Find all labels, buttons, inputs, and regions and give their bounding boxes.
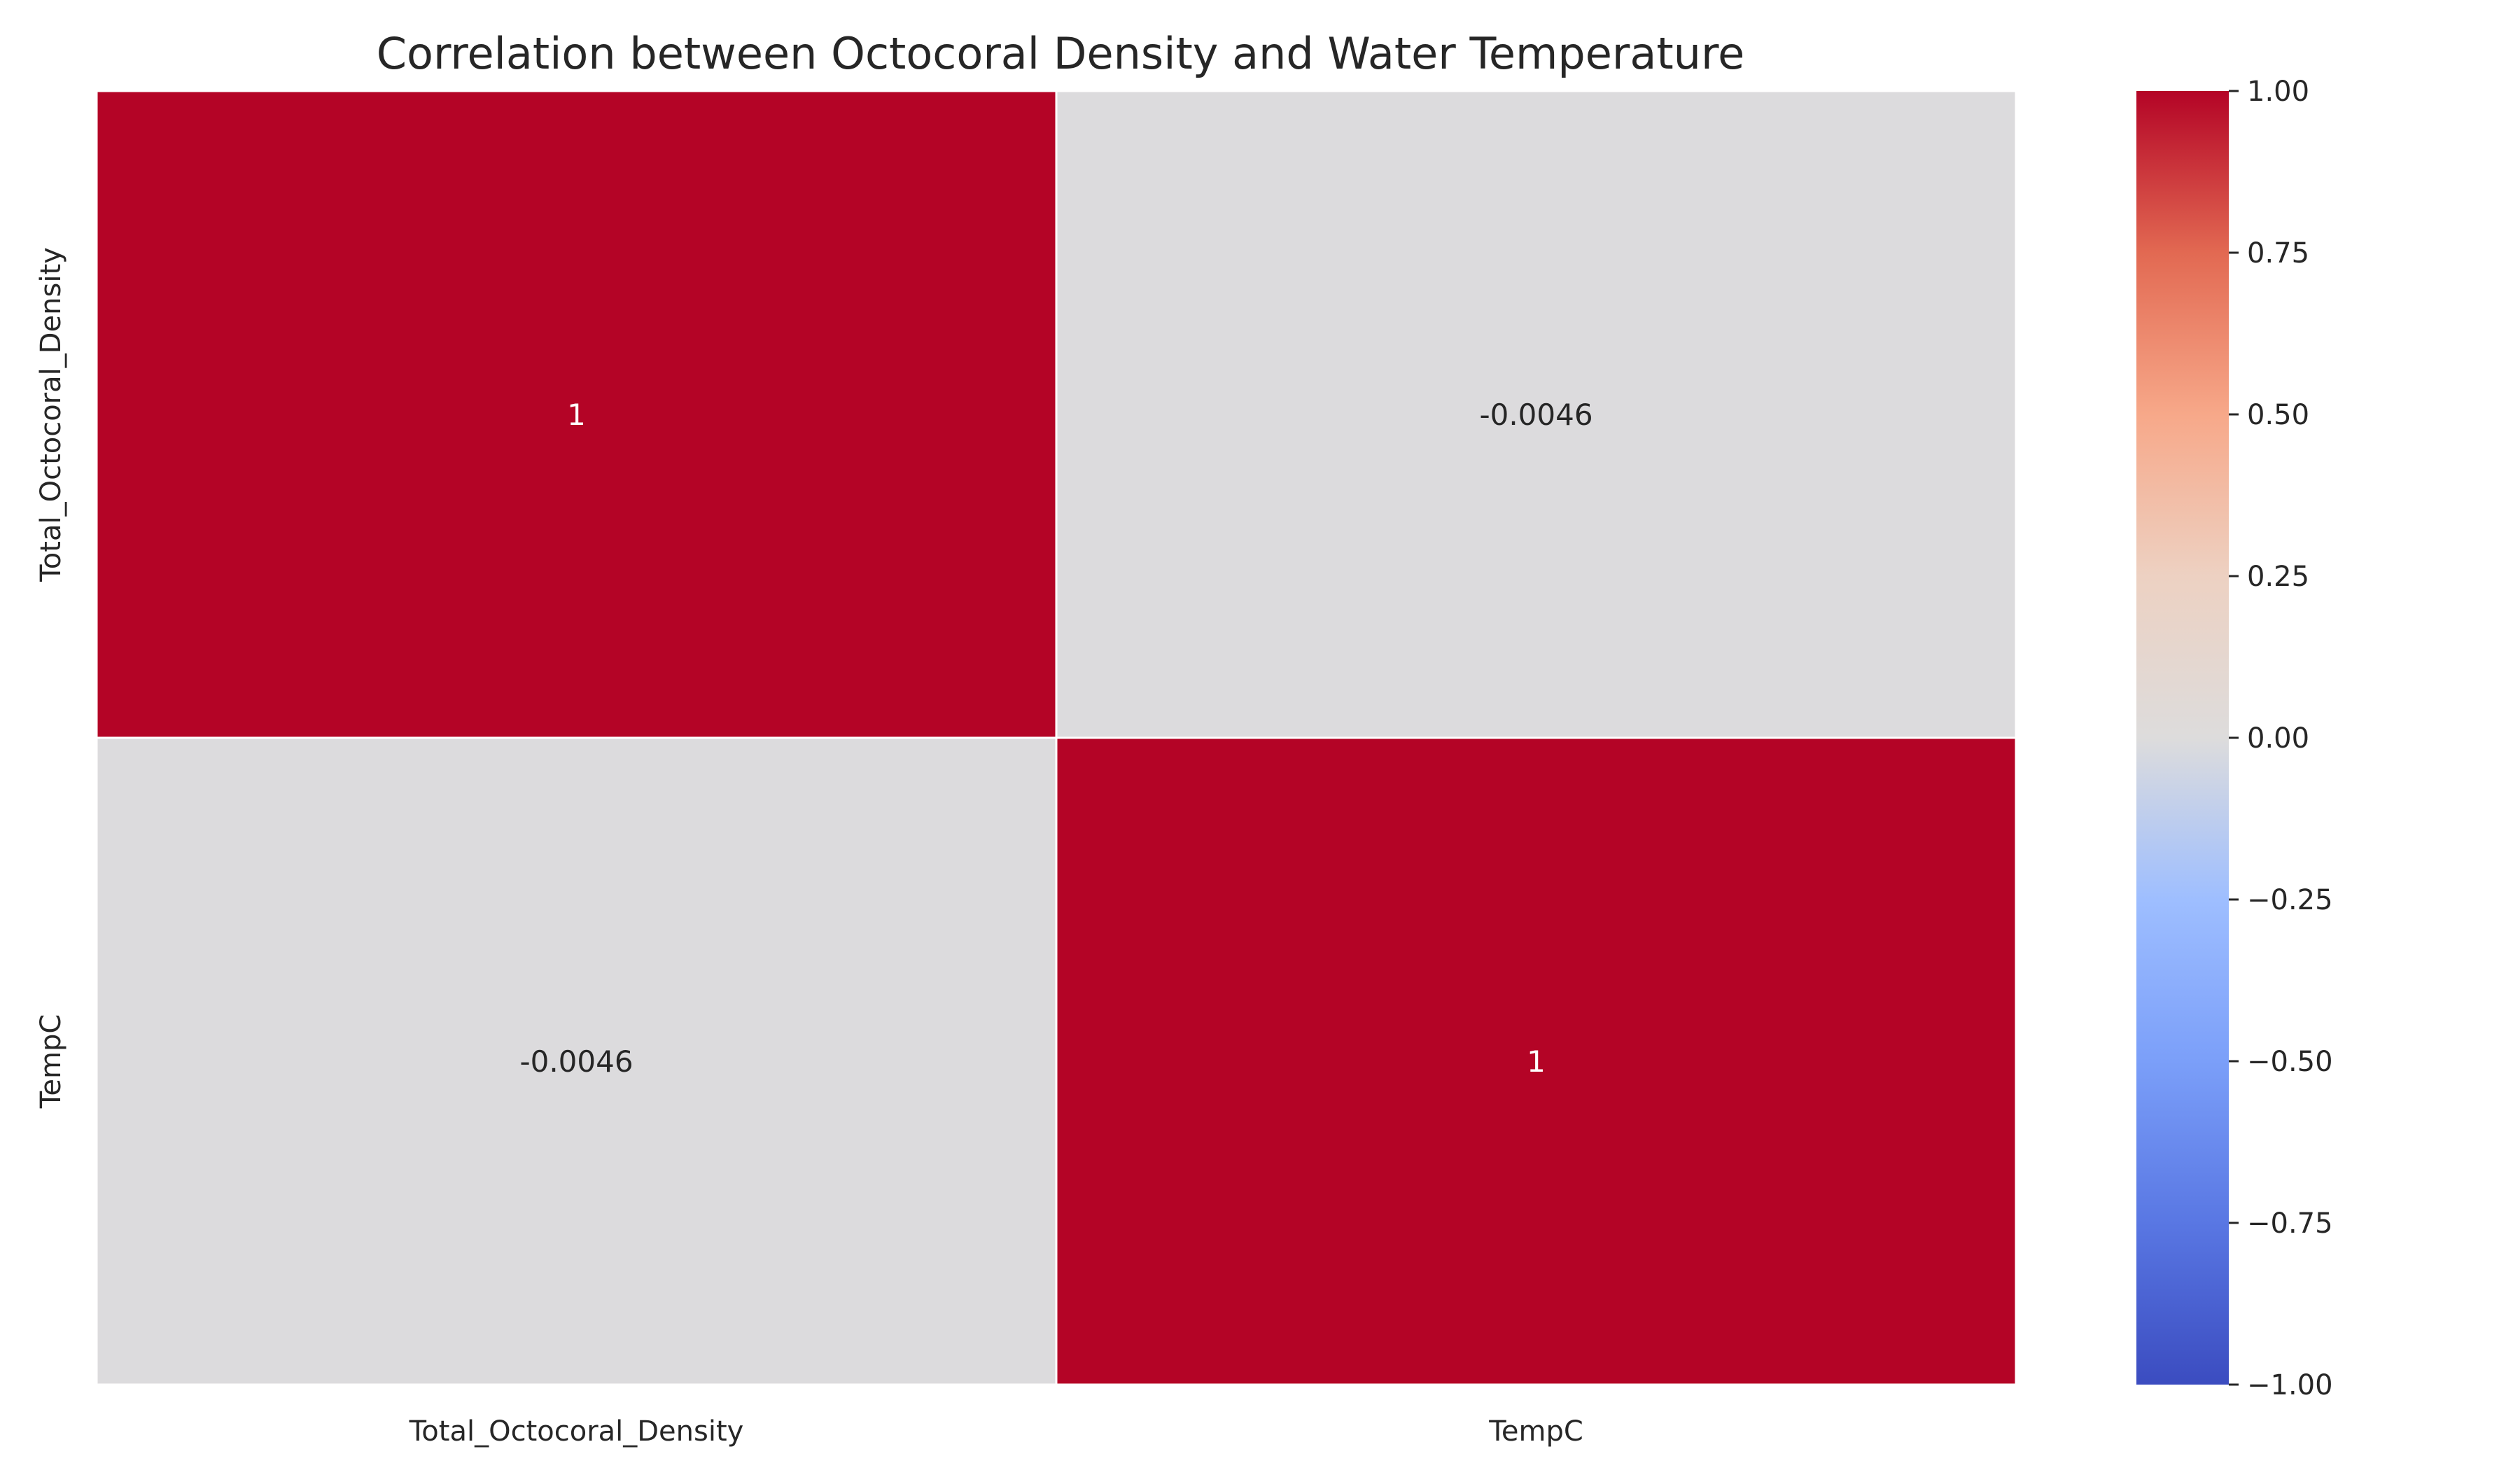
y-tick-label: TempC [35, 1014, 67, 1110]
x-tick-label: Total_Octocoral_Density [409, 1415, 744, 1448]
heatmap-cell [1055, 90, 2017, 739]
heatmap-cell [95, 90, 1058, 739]
colorbar [2136, 91, 2229, 1385]
cell-value-label: -0.0046 [1479, 398, 1592, 432]
colorbar-tick-label: −1.00 [2247, 1369, 2333, 1401]
colorbar-ticks: 1.00 0.75 0.50 0.25 0.00 −0.25 −0.50 −0.75 −1.00 [2229, 76, 2333, 1401]
colorbar-tick-label: 0.25 [2247, 561, 2309, 593]
colorbar-tick-label: 0.00 [2247, 722, 2309, 755]
heatmap-cell [95, 736, 1058, 1386]
heatmap-cell [1055, 736, 2017, 1386]
x-axis-tick-labels: Total_Octocoral_Density TempC [409, 1415, 1583, 1448]
heatmap-cell-labels: 1 -0.0046 -0.0046 1 [519, 398, 1592, 1079]
y-tick-label: Total_Octocoral_Density [35, 247, 67, 582]
heatmap-cells [95, 90, 2017, 1386]
cell-value-label: 1 [567, 398, 586, 432]
chart-title: Correlation between Octocoral Density an… [377, 28, 1744, 79]
colorbar-tick-label: 1.00 [2247, 76, 2309, 108]
cell-value-label: -0.0046 [519, 1044, 633, 1079]
colorbar-tick-label: −0.50 [2247, 1046, 2333, 1078]
colorbar-tick-label: 0.75 [2247, 237, 2309, 270]
y-axis-tick-labels: Total_Octocoral_Density TempC [35, 247, 67, 1109]
colorbar-tick-label: −0.25 [2247, 884, 2333, 916]
cell-value-label: 1 [1527, 1044, 1546, 1079]
x-tick-label: TempC [1488, 1415, 1583, 1448]
colorbar-tick-label: 0.50 [2247, 399, 2309, 431]
colorbar-tick-label: −0.75 [2247, 1208, 2333, 1240]
